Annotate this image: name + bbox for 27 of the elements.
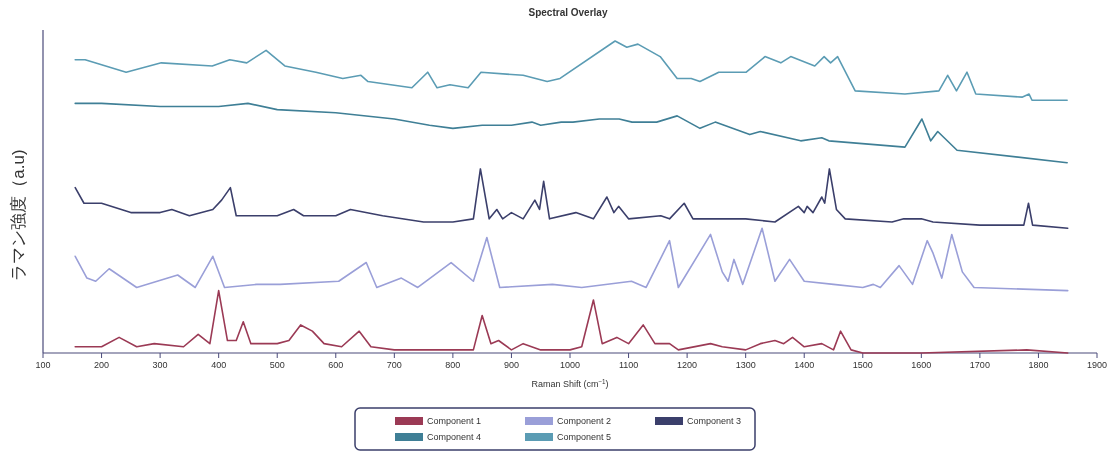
x-tick-label: 700: [386, 360, 402, 370]
x-tick-label: 900: [503, 360, 519, 370]
x-tick-label: 1600: [911, 360, 932, 370]
legend-label: Component 4: [427, 432, 482, 442]
y-axis-title: ラマン強度（a.u): [9, 149, 28, 281]
x-tick-label: 1900: [1086, 360, 1108, 370]
x-tick-label: 800: [445, 360, 461, 370]
legend-label: Component 1: [427, 416, 482, 426]
x-tick-label: 1400: [794, 360, 815, 370]
x-tick-label: 300: [152, 360, 168, 370]
legend-label: Component 5: [557, 432, 612, 442]
x-tick-label: 1700: [969, 360, 990, 370]
legend-label: Component 3: [687, 416, 742, 426]
x-tick-label: 100: [35, 360, 51, 370]
x-tick-label: 400: [211, 360, 227, 370]
x-tick-label: 1000: [559, 360, 581, 370]
x-axis-title: Raman Shift (cm$^{−1}$): [531, 377, 609, 389]
legend-label: Component 2: [557, 416, 612, 426]
x-tick-label: 500: [269, 360, 285, 370]
x-tick-label: 1100: [618, 360, 639, 370]
x-tick-label: 200: [94, 360, 110, 370]
x-tick-label: 1200: [677, 360, 698, 370]
x-tick-label: 1300: [735, 360, 756, 370]
chart-title: Spectral Overlay: [528, 7, 608, 18]
x-tick-label: 600: [328, 360, 344, 370]
x-tick-label: 1500: [852, 360, 873, 370]
x-tick-label: 1800: [1028, 360, 1049, 370]
